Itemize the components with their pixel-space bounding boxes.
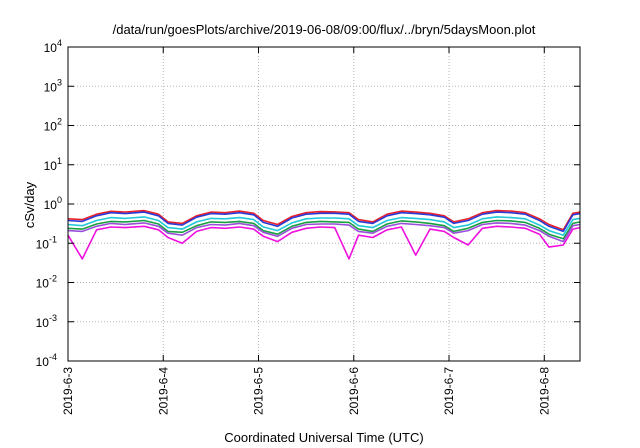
- y-tick-exponent: -4: [49, 352, 57, 362]
- y-tick-label: 10-4: [36, 352, 57, 369]
- y-tick-label: 103: [44, 77, 62, 94]
- y-tick-label: 102: [44, 117, 62, 134]
- y-tick-base: 10: [36, 316, 50, 330]
- y-tick-label: 104: [44, 38, 62, 55]
- series-line-2: [67, 211, 581, 233]
- y-tick-base: 10: [44, 41, 58, 55]
- y-axis-label: cSv/day: [22, 181, 37, 228]
- x-tick-label: 2019-6-6: [347, 367, 361, 415]
- y-tick-base: 10: [44, 80, 58, 94]
- x-tick-label: 2019-6-7: [442, 367, 456, 415]
- x-tick-label: 2019-6-3: [61, 367, 75, 415]
- y-tick-base: 10: [36, 277, 50, 291]
- series-line-1: [67, 209, 581, 231]
- y-tick-exponent: 3: [57, 77, 62, 87]
- y-tick-exponent: 2: [57, 117, 62, 127]
- y-tick-exponent: -3: [49, 313, 57, 323]
- y-tick-label: 101: [44, 156, 62, 173]
- x-axis-label: Coordinated Universal Time (UTC): [224, 430, 423, 445]
- series-line-6: [67, 225, 581, 260]
- y-tick-label: 10-3: [36, 313, 57, 330]
- y-tick-base: 10: [36, 355, 50, 369]
- y-tick-exponent: 4: [57, 38, 62, 48]
- x-tick-label: 2019-6-8: [537, 367, 551, 415]
- x-tick-label: 2019-6-4: [156, 367, 170, 415]
- y-tick-label: 100: [44, 195, 62, 212]
- y-tick-exponent: 0: [57, 195, 62, 205]
- y-tick-label: 10-2: [36, 274, 57, 291]
- y-tick-base: 10: [36, 237, 50, 251]
- x-tick-label: 2019-6-5: [252, 367, 266, 415]
- y-tick-base: 10: [44, 198, 58, 212]
- y-tick-base: 10: [44, 159, 58, 173]
- series-line-4: [67, 219, 581, 240]
- y-tick-base: 10: [44, 120, 58, 134]
- y-tick-label: 10-1: [36, 234, 57, 251]
- y-tick-exponent: 1: [57, 156, 62, 166]
- chart-title: /data/run/goesPlots/archive/2019-06-08/0…: [113, 22, 536, 37]
- series-line-5: [67, 222, 581, 243]
- series-layer: [67, 209, 581, 260]
- y-tick-exponent: -2: [49, 274, 57, 284]
- y-tick-exponent: -1: [49, 234, 57, 244]
- series-line-3: [67, 216, 581, 236]
